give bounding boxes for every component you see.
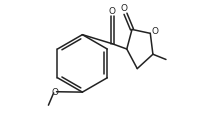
Text: O: O: [51, 88, 58, 97]
Text: O: O: [109, 7, 116, 16]
Text: O: O: [152, 27, 159, 36]
Text: O: O: [121, 4, 128, 13]
